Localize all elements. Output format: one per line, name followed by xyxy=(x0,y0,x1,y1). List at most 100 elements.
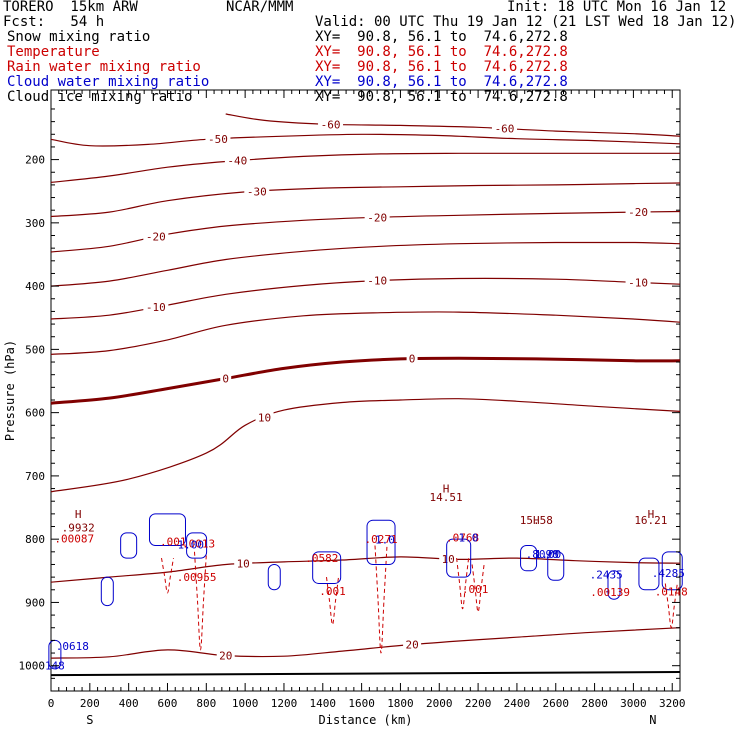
contour-label-bg xyxy=(244,185,270,198)
x-tick-label: 600 xyxy=(158,697,178,710)
snow-max-marker: H xyxy=(648,508,655,521)
x-axis-title: Distance (km) xyxy=(319,713,413,727)
snow-max-marker: H xyxy=(533,514,540,527)
x-tick-label: 3200 xyxy=(659,697,686,710)
contour-label-bg xyxy=(143,301,169,314)
temperature-contour xyxy=(225,113,681,137)
contour-label-bg xyxy=(255,411,274,424)
field-cloud-ice-label: Cloud ice mixing ratio xyxy=(7,89,193,105)
rain-max-label: .00955 xyxy=(177,571,217,584)
y-tick-label: 400 xyxy=(25,280,45,293)
snow-max-marker: H xyxy=(443,483,450,496)
cloud-ice-max-label: 1.0 xyxy=(375,534,395,547)
temperature-contour-label: 10 xyxy=(258,412,271,425)
cloud-water-contour xyxy=(446,538,472,578)
snow-max-label: 16.21 xyxy=(634,514,667,527)
contour-label-bg xyxy=(364,211,390,224)
cloud-water-contour xyxy=(661,551,683,591)
field-temperature-xy: XY= 90.8, 56.1 to 74.6,272.8 xyxy=(315,44,568,60)
temperature-contour xyxy=(50,182,681,218)
contour-label-bg xyxy=(625,206,651,219)
temperature-contour-label: -20 xyxy=(628,206,648,219)
contour-label-bg xyxy=(406,352,418,365)
cloud-water-contour xyxy=(638,557,660,591)
north-end-label: N xyxy=(649,713,656,727)
rain-contour xyxy=(456,558,470,610)
snow-max-label: 14.51 xyxy=(430,491,463,504)
x-tick-label: 1000 xyxy=(232,697,259,710)
y-tick-label: 900 xyxy=(25,596,45,609)
rain-contour xyxy=(664,583,678,629)
cloud-water-contour xyxy=(267,563,281,591)
rain-max-label: .0582 xyxy=(305,552,338,565)
rain-max-label: .0768 xyxy=(446,532,479,545)
x-tick-label: 1200 xyxy=(271,697,298,710)
rain-max-label: .0013 xyxy=(182,537,215,550)
snow-max-marker: H xyxy=(75,508,82,521)
field-rain-label: Rain water mixing ratio xyxy=(7,59,201,75)
x-tick-label: 3000 xyxy=(620,697,647,710)
contour-label-bg xyxy=(492,122,518,135)
field-cloud-water-label: Cloud water mixing ratio xyxy=(7,74,210,90)
rain-max-label: .001 xyxy=(462,583,489,596)
y-tick-label: 700 xyxy=(25,470,45,483)
field-snow-xy: XY= 90.8, 56.1 to 74.6,272.8 xyxy=(315,29,568,45)
temperature-contour-label: -60 xyxy=(495,123,515,136)
temperature-contour xyxy=(50,241,681,287)
x-tick-label: 2800 xyxy=(581,697,608,710)
temperature-contour-label: -60 xyxy=(321,118,341,131)
rain-max-label: .001 xyxy=(160,535,187,548)
x-tick-label: 800 xyxy=(196,697,216,710)
cloud-water-contour xyxy=(607,570,621,600)
cloud-water-max-label: .8098 xyxy=(526,548,559,561)
temperature-contour xyxy=(50,311,681,355)
temperature-contour xyxy=(50,627,681,659)
x-tick-label: 2400 xyxy=(504,697,531,710)
temperature-contour xyxy=(50,152,680,183)
cloud-water-max-label: .2435 xyxy=(590,568,623,581)
temperature-contour-label: -10 xyxy=(367,275,387,288)
temperature-contour-label: 0 xyxy=(409,353,416,366)
temperature-contour-label: -20 xyxy=(367,211,387,224)
init-time: Init: 18 UTC Mon 16 Jan 12 xyxy=(507,0,727,15)
center-name: NCAR/MMM xyxy=(226,0,294,15)
y-tick-label: 200 xyxy=(25,154,45,167)
y-tick-label: 1000 xyxy=(19,660,46,673)
contour-label-bg xyxy=(234,557,253,570)
rain-max-label: .0148 xyxy=(655,585,688,598)
cloud-water-contour xyxy=(148,513,186,546)
rain-max-label: .0271 xyxy=(364,533,397,546)
temperature-contour xyxy=(50,356,681,405)
plot-frame xyxy=(50,89,681,692)
snow-max-label: 15.58 xyxy=(520,514,553,527)
x-tick-label: 1800 xyxy=(387,697,414,710)
temperature-contour-label: -30 xyxy=(247,185,267,198)
rain-contour xyxy=(326,577,339,626)
y-tick-label: 600 xyxy=(25,407,45,420)
x-tick-label: 200 xyxy=(80,697,100,710)
rain-contour xyxy=(194,551,207,651)
rain-max-label: .00139 xyxy=(590,586,630,599)
forecast-hour: Fcst: 54 h xyxy=(3,14,105,30)
temperature-contour-label: 10 xyxy=(237,558,250,571)
contour-label-bg xyxy=(216,649,235,662)
rain-contour xyxy=(471,564,485,613)
temperature-contour-label: -10 xyxy=(146,301,166,314)
x-tick-label: 2000 xyxy=(426,697,453,710)
cloud-water-contour xyxy=(120,532,138,559)
field-cloud-water-xy: XY= 90.8, 56.1 to 74.6,272.8 xyxy=(315,74,568,90)
contour-label-bg xyxy=(439,552,458,565)
contour-label-bg xyxy=(403,638,422,651)
x-tick-label: 0 xyxy=(48,697,55,710)
temperature-contour xyxy=(50,133,681,147)
contour-label-bg xyxy=(318,118,344,131)
contour-label-bg xyxy=(364,274,390,287)
field-rain-xy: XY= 90.8, 56.1 to 74.6,272.8 xyxy=(315,59,568,75)
surface-line xyxy=(50,671,681,677)
temperature-contour-label: 20 xyxy=(219,650,232,663)
cloud-water-contour xyxy=(366,519,396,565)
snow-max-label: .9932 xyxy=(62,522,95,535)
cloud-water-max-label: .0618 xyxy=(56,640,89,653)
